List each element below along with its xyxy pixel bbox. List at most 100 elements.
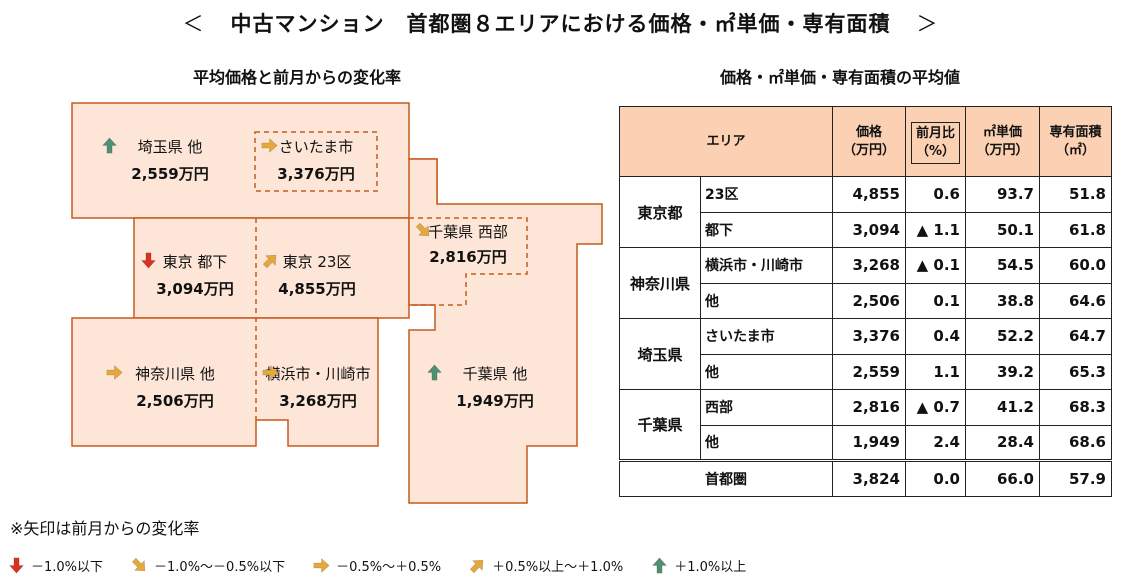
region-price: 2,816万円 [429, 248, 507, 266]
legend-label: －0.5%～＋0.5% [336, 560, 442, 575]
sub-cell: 他 [700, 424, 833, 461]
region-tokyo-23[interactable]: 東京 23区 4,855万円 [256, 252, 378, 300]
legend-label: ＋1.0%以上 [674, 560, 747, 575]
trend-arrow-icon [106, 365, 123, 380]
region-yokohama[interactable]: 横浜市・川崎市 3,268万円 [256, 364, 380, 412]
price-cell: 2,816 [832, 389, 906, 426]
col-change: 前月比 （%） [905, 106, 966, 177]
region-price: 2,559万円 [131, 165, 209, 183]
region-name: 横浜市・川崎市 [265, 365, 371, 383]
table-row: 他 1,949 2.4 28.4 68.6 [620, 424, 1112, 461]
price-cell: 3,094 [832, 211, 906, 248]
trend-arrow-icon [262, 254, 277, 269]
size-cell: 64.6 [1039, 282, 1112, 319]
legend-item: ＋0.5%以上～＋1.0% [469, 556, 623, 575]
col-size: 専有面積 （㎡） [1039, 106, 1112, 177]
kanagawa-shape [71, 317, 379, 447]
legend-item: －1.0%～－0.5%以下 [131, 556, 285, 575]
size-cell: 68.6 [1039, 424, 1112, 461]
trend-arrow-icon [141, 252, 156, 269]
size-cell: 51.8 [1039, 176, 1112, 213]
price-cell: 2,559 [832, 353, 906, 390]
sub-cell: 他 [700, 282, 833, 319]
size-cell: 60.0 [1039, 247, 1112, 284]
region-name: 千葉県 他 [462, 365, 528, 383]
region-name: 神奈川県 他 [135, 365, 215, 383]
unit-cell: 52.2 [965, 318, 1040, 355]
table-body: 東京都 23区 4,855 0.6 93.7 51.8 都下 3,094 ▲ 1.1 50.1 61… [619, 176, 1112, 461]
region-name: さいたま市 [278, 138, 354, 156]
col-area: エリア [619, 106, 833, 177]
pref-cell: 神奈川県 [619, 247, 701, 319]
unit-cell: 93.7 [965, 176, 1040, 213]
prev-chevron[interactable]: ＜ [182, 12, 205, 36]
trend-arrow-icon [262, 365, 279, 380]
trend-arrow-icon [415, 222, 430, 237]
region-saitama-city[interactable]: さいたま市 3,376万円 [255, 137, 377, 185]
region-name: 東京 23区 [282, 253, 352, 271]
legend-item: －1.0%以下 [8, 556, 103, 575]
legend-item: －0.5%～＋0.5% [313, 556, 441, 575]
region-price: 3,094万円 [156, 280, 234, 298]
region-price: 3,268万円 [279, 392, 357, 410]
trend-arrow-icon [313, 558, 330, 573]
legend: －1.0%以下 －1.0%～－0.5%以下 －0.5%～＋0.5% ＋0.5%以上～＋… [8, 556, 774, 575]
legend-label: －1.0%～－0.5%以下 [154, 560, 286, 575]
change-cell: ▲ 0.7 [905, 389, 966, 426]
table-total-row: 首都圏 3,824 0.0 66.0 57.9 [619, 459, 1112, 497]
region-chiba-west[interactable]: 千葉県 西部 2,816万円 [409, 222, 527, 268]
region-kanagawa-other[interactable]: 神奈川県 他 2,506万円 [100, 364, 250, 412]
col-unit-price: ㎡単価 （万円） [965, 106, 1040, 177]
region-tokyo-toka[interactable]: 東京 都下 3,094万円 [134, 252, 256, 300]
sub-cell: 他 [700, 353, 833, 390]
col-price: 価格 （万円） [832, 106, 906, 177]
change-cell: 0.6 [905, 176, 966, 213]
sub-cell: 西部 [700, 389, 833, 426]
price-cell: 2,506 [832, 282, 906, 319]
unit-cell: 28.4 [965, 424, 1040, 461]
size-cell: 65.3 [1039, 353, 1112, 390]
size-cell: 68.3 [1039, 389, 1112, 426]
size-cell: 61.8 [1039, 211, 1112, 248]
trend-arrow-icon [102, 137, 117, 154]
region-name: 東京 都下 [162, 253, 228, 271]
region-price: 3,376万円 [277, 165, 355, 183]
change-cell: ▲ 1.1 [905, 211, 966, 248]
trend-arrow-icon [652, 557, 668, 574]
sub-cell: 23区 [700, 176, 833, 213]
legend-item: ＋1.0%以上 [651, 556, 746, 575]
table-row: 千葉県 西部 2,816 ▲ 0.7 41.2 68.3 [619, 389, 1112, 461]
sub-cell: 横浜市・川崎市 [700, 247, 833, 284]
region-saitama-other[interactable]: 埼玉県 他 2,559万円 [95, 137, 245, 185]
map-heading: 平均価格と前月からの変化率 [193, 68, 402, 87]
region-name: 埼玉県 他 [137, 138, 203, 156]
table-row: 他 2,559 1.1 39.2 65.3 [620, 353, 1112, 390]
change-cell: 1.1 [905, 353, 966, 390]
change-cell: 0.1 [905, 282, 966, 319]
total-label: 首都圏 [619, 459, 833, 497]
size-cell: 64.7 [1039, 318, 1112, 355]
trend-arrow-icon [470, 559, 484, 574]
next-chevron[interactable]: ＞ [916, 12, 939, 36]
trend-arrow-icon [427, 364, 442, 381]
table-heading: 価格・㎡単価・専有面積の平均値 [720, 68, 961, 87]
region-chiba-other[interactable]: 千葉県 他 1,949万円 [420, 364, 570, 412]
total-unit: 66.0 [965, 459, 1040, 497]
table-row: 他 2,506 0.1 38.8 64.6 [620, 282, 1112, 319]
table-row: 東京都 23区 4,855 0.6 93.7 51.8 [619, 176, 1112, 248]
region-map-shapes [71, 102, 603, 504]
legend-label: ＋0.5%以上～＋1.0% [492, 560, 624, 575]
table-header-row: エリア 価格 （万円） 前月比 （%） ㎡単価 （万円） 専有面積 （㎡） [619, 106, 1112, 177]
change-cell: 2.4 [905, 424, 966, 461]
trend-arrow-icon [261, 138, 278, 153]
total-size: 57.9 [1039, 459, 1112, 497]
unit-cell: 50.1 [965, 211, 1040, 248]
tokyo-shape [133, 217, 410, 319]
unit-cell: 39.2 [965, 353, 1040, 390]
total-price: 3,824 [832, 459, 906, 497]
stats-table: エリア 価格 （万円） 前月比 （%） ㎡単価 （万円） 専有面積 （㎡） 東京都 23区… [619, 106, 1112, 497]
price-cell: 3,376 [832, 318, 906, 355]
unit-cell: 38.8 [965, 282, 1040, 319]
price-cell: 3,268 [832, 247, 906, 284]
unit-cell: 54.5 [965, 247, 1040, 284]
